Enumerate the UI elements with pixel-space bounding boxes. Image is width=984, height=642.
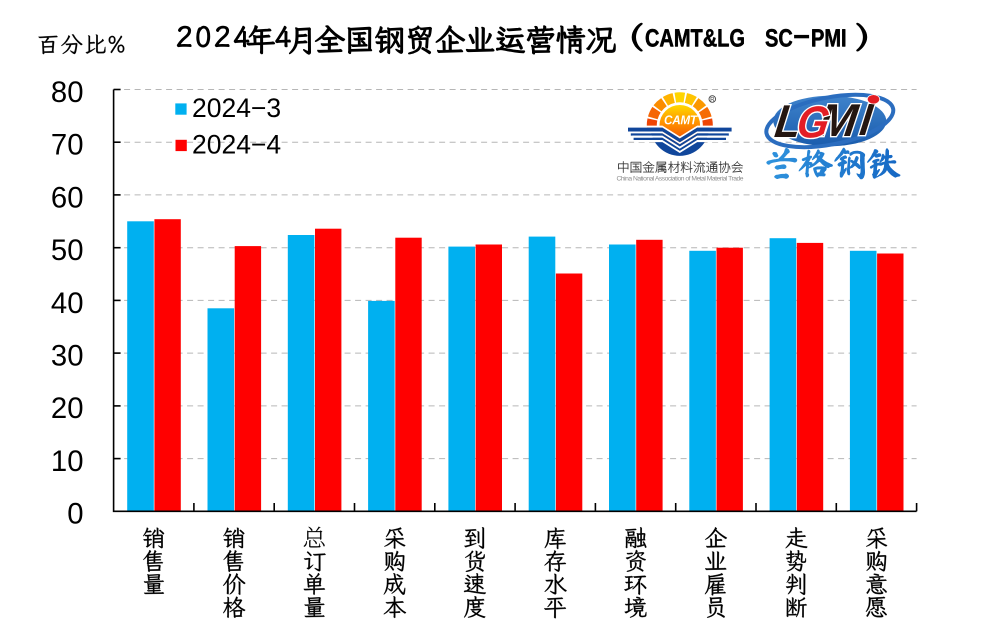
svg-text:China National Association of: China National Association of Metal Mate… [617,175,744,182]
svg-text:10: 10 [51,445,84,478]
svg-text:0: 0 [67,498,83,531]
svg-text:60: 60 [51,181,84,214]
svg-text:30: 30 [51,340,84,373]
svg-text:40: 40 [51,287,84,320]
svg-text:70: 70 [51,129,84,162]
svg-text:80: 80 [51,76,84,109]
svg-text:2024−4: 2024−4 [192,130,281,160]
svg-text:50: 50 [51,234,84,267]
svg-text:20: 20 [51,392,84,425]
svg-text:R: R [710,96,715,103]
svg-text:2024−3: 2024−3 [192,93,281,123]
